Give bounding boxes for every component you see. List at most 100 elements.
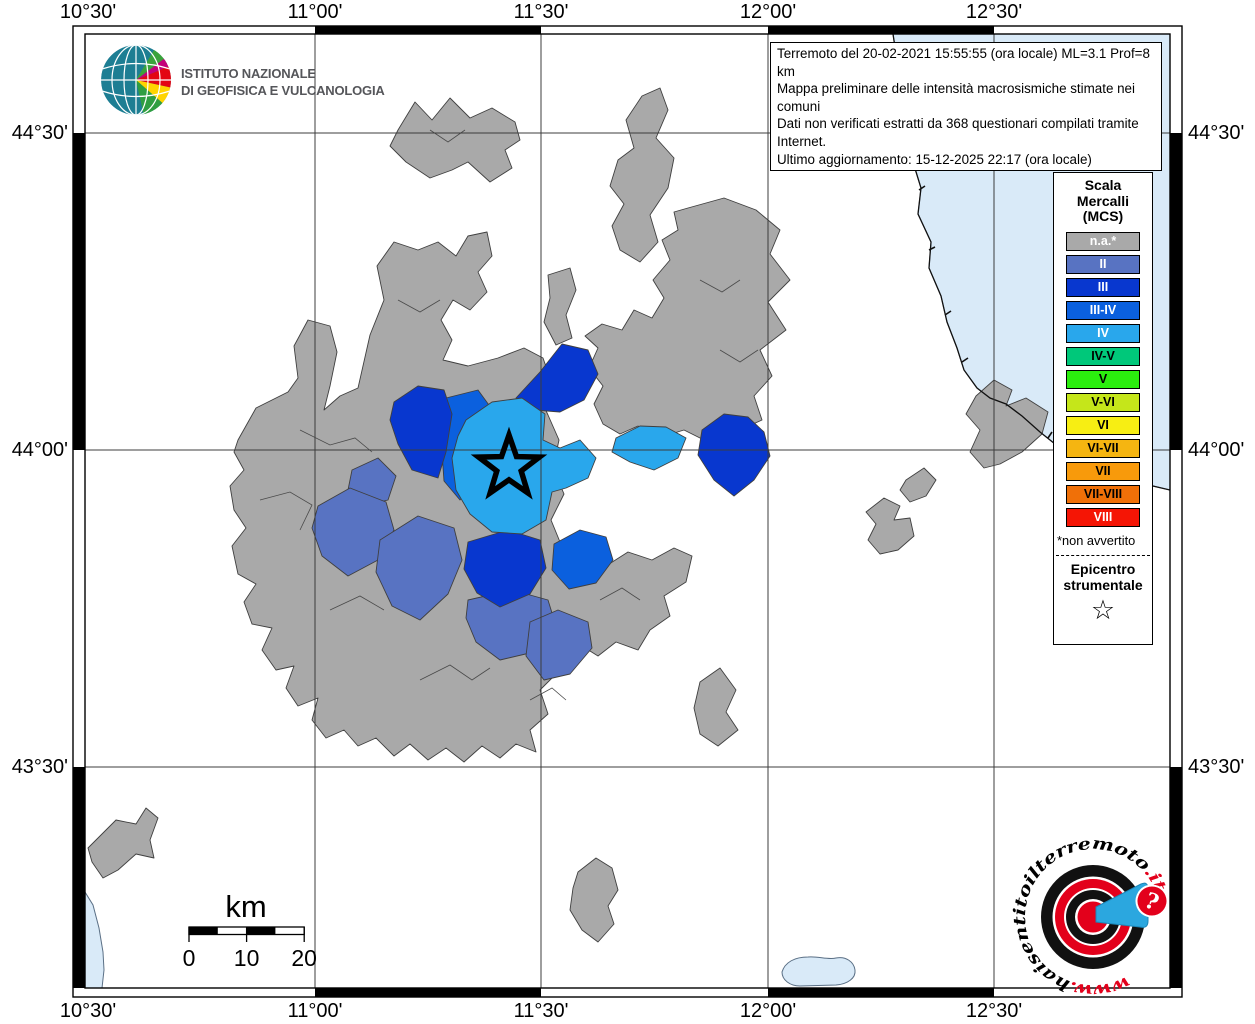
legend-item-viii: VIII [1066,507,1140,527]
legend-item-iii-iv: III-IV [1066,300,1140,320]
longitude-label: 11°30' [513,1,569,23]
epicenter-legend-label: Epicentro strumentale [1054,561,1152,593]
question-mark-icon: ? [1135,884,1169,918]
municipality-region [865,497,915,555]
municipality-region [87,807,159,879]
info-line-map: Mappa preliminare delle intensità macros… [777,81,1135,114]
epicenter-star [470,426,548,500]
latitude-label: 43°30' [11,756,68,778]
legend-title: Scala Mercalli (MCS) [1054,177,1152,225]
legend-item-iii: III [1066,277,1140,297]
latitude-label: 43°30' [1188,756,1245,778]
municipality-region-iii-iv [551,529,614,590]
longitude-label: 10°30' [59,1,117,23]
legend-title-line: (MCS) [1082,208,1124,224]
municipality-region [609,87,675,263]
municipality-border [259,491,313,531]
municipality-border [419,664,491,681]
legend-box: Scala Mercalli (MCS) n.a.* II III III-IV… [1053,172,1153,645]
legend-item-v-vi: V-VI [1066,392,1140,412]
info-line-update: Ultimo aggiornamento: 15-12-2025 22:17 (… [777,151,1092,167]
municipality-border [329,595,385,611]
legend-title-line: Scala [1084,177,1122,193]
municipality-region-ii [375,515,463,621]
legend-item-vi-vii: VI-VII [1066,438,1140,458]
ingv-globe-icon [101,45,171,115]
municipality-region [899,467,937,503]
legend-label: III-IV [1089,302,1117,317]
legend-label: VI [1097,417,1109,432]
municipality-region-iii [697,413,771,497]
legend-label: VII [1095,463,1111,478]
longitude-label: 11°00' [287,1000,343,1022]
legend-label: VIII [1093,509,1113,524]
info-line-event: Terremoto del 20-02-2021 15:55:55 (ora l… [777,46,1150,79]
megaphone-icon [1095,882,1149,928]
municipality-region-iii [515,343,599,413]
legend-label: II [1099,256,1107,271]
legend-label: V [1098,371,1108,386]
lake [781,956,856,987]
latitude-label: 44°30' [11,122,68,144]
scale-tick-label: 0 [183,945,196,971]
epicenter-symbol: ☆ [1090,594,1116,626]
municipality-region [693,667,739,747]
legend-label: V-VI [1091,394,1115,409]
municipality-region [965,379,1049,469]
legend-label: VI-VII [1087,440,1119,455]
legend-items: n.a.* II III III-IV IV IV-V V V-VI VI VI… [1054,231,1152,527]
municipality-region-iii [389,385,453,479]
scale-tick-label: 10 [234,945,260,971]
latitude-label: 44°00' [11,439,68,461]
legend-label: n.a.* [1089,233,1117,248]
info-line-data: Dati non verificati estratti da 368 ques… [777,116,1139,149]
ingv-org-name: ISTITUTO NAZIONALE DI GEOFISICA E VULCAN… [181,66,385,99]
map-frame [72,25,1183,998]
latitude-label: 44°00' [1188,439,1245,461]
epicenter-label-line: Epicentro [1070,560,1136,577]
longitude-label: 12°30' [965,1000,1023,1022]
municipality-border [429,129,466,143]
legend-item-na: n.a.* [1066,231,1140,251]
municipality-border [699,279,741,293]
legend-item-vii: VII [1066,461,1140,481]
scale-tick-label: 20 [291,945,317,971]
sea-region-west [85,891,105,988]
graticule [85,34,1170,988]
municipality-border [599,587,641,601]
municipality-region [543,267,577,346]
municipality-border [529,687,567,701]
legend-title-line: Mercalli [1076,192,1130,209]
municipality-region [569,857,619,943]
legend-separator [1056,554,1150,556]
municipality-region [389,97,521,183]
legend-label: VII-VIII [1083,486,1123,501]
legend-label: III [1097,279,1109,294]
scale-bar: km 0 10 20 [183,889,317,971]
legend-label: IV-V [1091,348,1115,363]
legend-item-vii-viii: VII-VIII [1066,484,1140,504]
epicenter-label-line: strumentale [1063,576,1143,593]
bullseye-icon [1041,865,1145,969]
legend-item-iv: IV [1066,323,1140,343]
legend-item-v: V [1066,369,1140,389]
longitude-label: 12°00' [739,1,797,23]
municipality-border [719,349,759,363]
legend-item-ii: II [1066,254,1140,274]
longitude-label: 12°30' [965,1,1023,23]
municipality-border [397,299,441,313]
latitude-label: 44°30' [1188,122,1245,144]
municipality-region [584,197,791,441]
longitude-label: 11°30' [513,1000,569,1022]
municipality-region-ii [525,609,593,681]
longitude-label: 10°30' [59,1000,117,1022]
legend-item-vi: VI [1066,415,1140,435]
scale-unit-label: km [225,889,266,924]
municipality-region-iv [611,425,687,471]
info-box: Terremoto del 20-02-2021 15:55:55 (ora l… [770,42,1162,172]
longitude-label: 11°00' [287,1,343,23]
longitude-label: 12°00' [739,1000,797,1022]
legend-footnote: *non avvertito [1057,532,1136,548]
